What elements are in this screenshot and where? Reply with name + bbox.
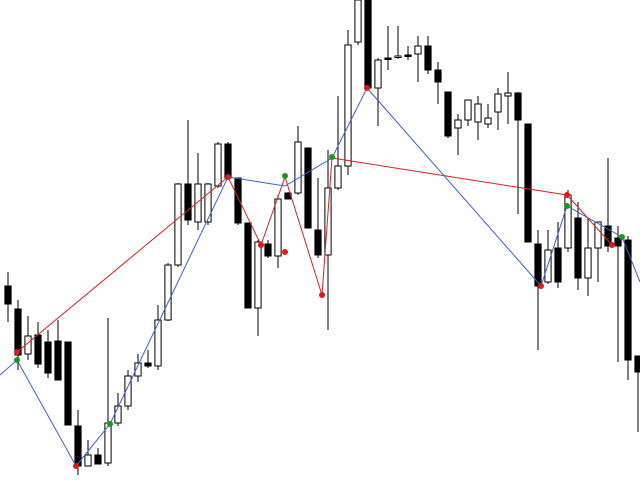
candle-body-bearish [74,425,82,467]
pivot-dot-red [538,283,544,289]
candle-body-bullish [394,55,402,58]
candle-body-bullish [134,362,142,377]
candles-layer [4,0,640,475]
candle-body-bearish [244,222,252,309]
pivot-dot-red [564,192,570,198]
candle-body-bullish [164,264,172,321]
candle-body-bearish [14,308,22,356]
candle-body-bullish [154,319,162,367]
pivot-dot-green [564,203,570,209]
candle-body-bullish [484,117,492,125]
candle-body-bearish [34,334,42,365]
pivot-dot-green [107,421,113,427]
candle-body-bearish [94,454,102,465]
candle-body-bullish [594,221,602,249]
candle-body-bearish [54,340,62,381]
pivot-dot-green [329,154,335,160]
pivot-dot-green [619,234,625,240]
candle-body-bullish [214,143,222,187]
candle-body-bearish [444,91,452,137]
candle-body-bullish [114,405,122,424]
candle-body-bullish [274,198,282,257]
candle-body-bearish [514,92,522,121]
candle-body-bearish [404,54,412,57]
candle-body-bullish [454,119,462,129]
candle-body-bearish [434,69,442,83]
candle-body-bullish [84,454,92,467]
candle-body-bullish [324,187,332,256]
candle-body-bullish [294,141,302,194]
zigzag-line-blue [0,87,640,467]
candle-body-bullish [414,45,422,55]
pivot-dots-layer [14,85,625,469]
candle-body-bullish [344,44,352,167]
candle-body-bearish [364,0,372,89]
zigzag-layer [0,87,640,467]
candle-body-bearish [234,177,242,224]
candle-body-bullish [354,0,362,43]
candle-body-bearish [184,183,192,221]
candle-body-bearish [554,247,562,283]
candle-body-bullish [174,183,182,266]
candle-body-bearish [424,45,432,71]
candle-body-bullish [464,99,472,121]
candle-body-bullish [124,375,132,407]
zigzag-line-red [16,157,613,353]
candle-body-bullish [494,93,502,113]
candle-body-bearish [314,229,322,256]
pivot-dot-red [258,242,264,248]
candle-body-bearish [634,355,640,373]
candle-body-bearish [614,237,622,247]
pivot-dot-red [225,174,231,180]
pivot-dot-red [319,292,325,298]
candle-body-bearish [304,147,312,229]
pivot-dot-red [73,463,79,469]
candle-body-bearish [384,57,392,60]
pivot-dot-red [364,85,370,91]
pivot-dot-red [282,249,288,255]
pivot-dot-red [609,242,615,248]
pivot-dot-green [282,173,288,179]
candle-body-bearish [604,225,612,247]
candle-body-bearish [524,123,532,243]
candle-body-bearish [4,285,12,305]
pivot-dot-red [14,349,20,355]
candle-body-bullish [194,183,202,223]
candle-body-bearish [574,217,582,279]
pivot-dot-green [14,357,20,363]
candle-body-bullish [504,92,512,97]
candle-body-bearish [264,243,272,257]
candle-body-bearish [624,239,632,361]
candle-body-bullish [334,165,342,189]
candle-body-bearish [44,341,52,374]
candle-body-bullish [254,241,262,309]
candle-body-bullish [474,103,482,123]
candle-body-bullish [564,194,572,249]
candle-body-bullish [374,59,382,89]
candle-body-bullish [204,183,212,223]
candle-body-bullish [584,247,592,279]
candle-body-bearish [144,362,152,367]
candle-body-bearish [224,143,232,179]
candle-body-bearish [64,341,72,426]
